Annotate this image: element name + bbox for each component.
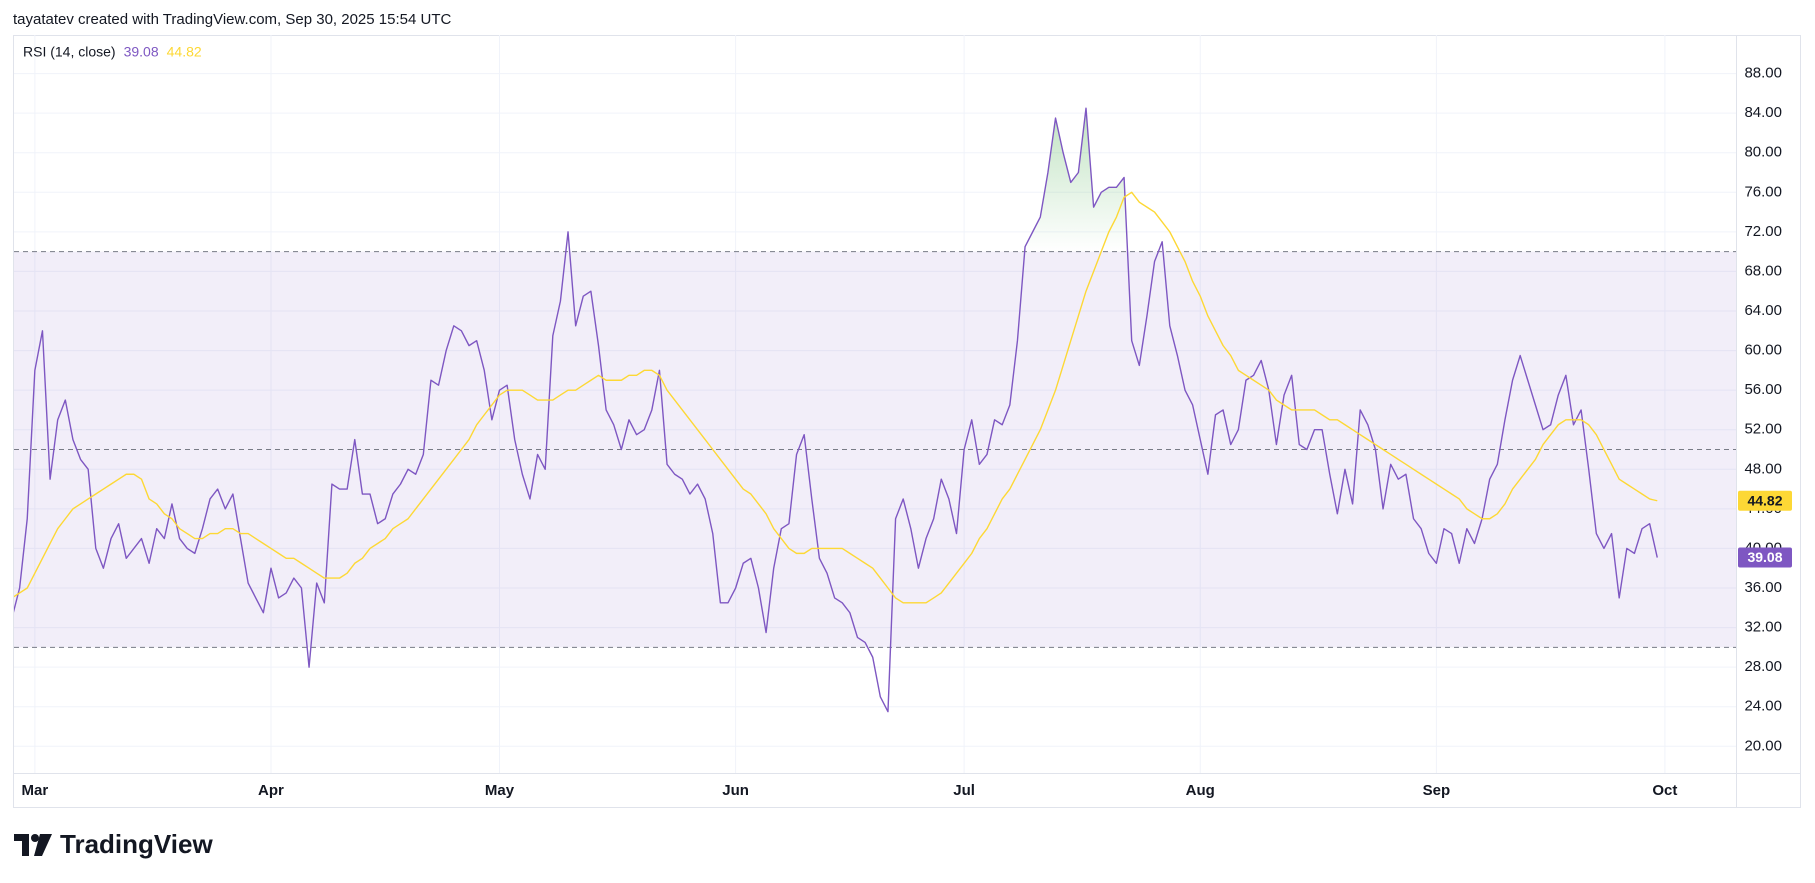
levels [14,251,1736,648]
series [14,107,1658,713]
level-band [14,251,1736,648]
last-value-tag [1738,547,1792,568]
y-tick-label: 64.00 [1744,302,1782,319]
logo-mark [34,834,52,856]
y-tick-label: 56.00 [1744,381,1782,398]
y-tick-label: 68.00 [1744,262,1782,279]
y-tick-label: 36.00 [1744,579,1782,596]
series-line [14,191,1658,604]
x-tick-label: Jul [953,782,975,799]
y-tick-label: 32.00 [1744,619,1782,636]
y-tick-label: 28.00 [1744,658,1782,675]
axes: 20.0024.0028.0032.0036.0040.0044.0048.00… [22,65,1792,799]
last-value-label: 44.82 [1747,492,1782,508]
x-tick-label: Mar [22,782,49,799]
y-tick-label: 48.00 [1744,460,1782,477]
grid [14,35,1736,773]
x-tick-label: Apr [258,782,284,799]
x-tick-label: May [485,782,515,799]
y-tick-label: 60.00 [1744,342,1782,359]
logo-dot [31,834,39,842]
legend-label: RSI (14, close) [23,44,116,60]
x-tick-label: Oct [1652,782,1677,799]
series-line [14,107,1658,713]
footer-brand: TradingView [60,829,213,859]
last-value-tag [1738,490,1792,511]
chart-frame [13,35,1801,808]
x-tick-label: Jun [722,782,749,799]
y-tick-label: 76.00 [1744,183,1782,200]
legend: RSI (14, close) 39.08 44.82 [23,44,202,60]
logo-mark [14,834,29,856]
x-tick-label: Sep [1423,782,1451,799]
y-tick-label: 20.00 [1744,737,1782,754]
x-tick-label: Aug [1186,782,1215,799]
y-tick-label: 84.00 [1744,104,1782,121]
header-text: tayatatev created with TradingView.com, … [13,11,451,28]
legend-value: 39.08 [124,44,159,60]
y-tick-label: 88.00 [1744,65,1782,82]
y-tick-label: 80.00 [1744,144,1782,161]
footer-logo: TradingView [14,829,213,859]
y-tick-label: 24.00 [1744,698,1782,715]
y-tick-label: 72.00 [1744,223,1782,240]
legend-value: 44.82 [167,44,202,60]
y-tick-label: 52.00 [1744,421,1782,438]
last-value-label: 39.08 [1747,549,1782,565]
